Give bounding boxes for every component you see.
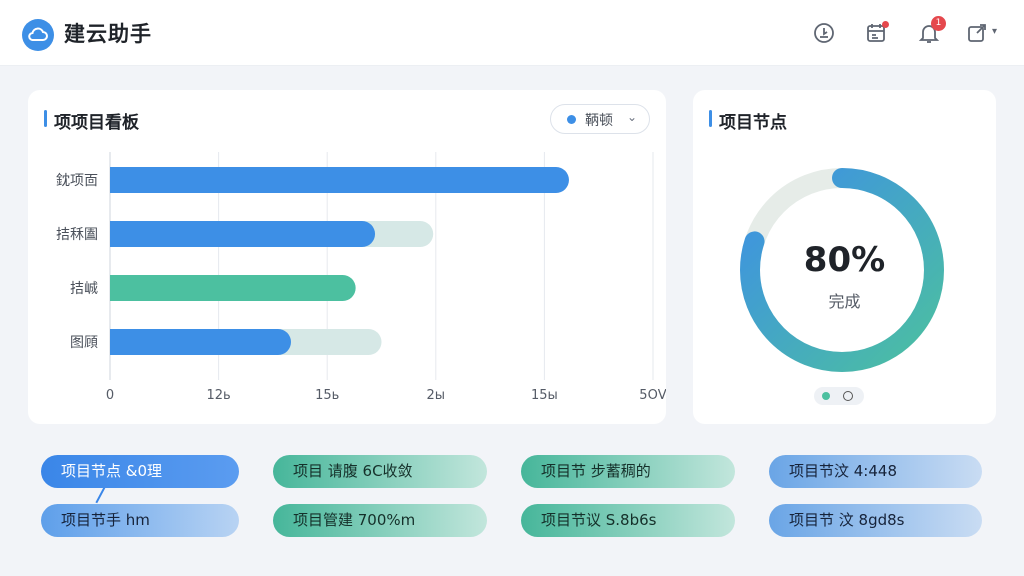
- top-header: 建云助手 1 ▾: [0, 0, 1024, 66]
- category-label: 图頋: [70, 335, 98, 351]
- x-tick-label: 15ь: [315, 388, 339, 403]
- bar-base: [110, 221, 124, 247]
- dropdown-dot-icon: [567, 115, 576, 124]
- bar: [110, 221, 376, 247]
- pill-node-1[interactable]: 项目节点 &0理: [41, 455, 239, 488]
- pill-node-5[interactable]: 项目节 步蓄稠的: [521, 455, 735, 488]
- category-label: 鈂项靣: [56, 173, 98, 189]
- pill-node-3[interactable]: 项目 请腹 6C收敛: [273, 455, 487, 488]
- cloud-logo-icon: [22, 19, 54, 51]
- app-title: 建云助手: [64, 22, 152, 46]
- board-title: 项项目看板: [44, 108, 139, 133]
- share-icon[interactable]: ▾: [965, 21, 997, 45]
- pager[interactable]: [814, 387, 864, 405]
- donut-progress-arc: [740, 168, 944, 372]
- chevron-down-icon: ⌄: [627, 110, 638, 124]
- notification-dot: [882, 21, 889, 28]
- pill-node-8[interactable]: 项目节 汶 8gd8s: [769, 504, 982, 537]
- category-label: 拮秝圔: [56, 227, 98, 243]
- x-tick-label: 5ОV: [639, 388, 666, 403]
- bar-base: [110, 275, 124, 301]
- filter-dropdown[interactable]: 鞆顿 ⌄: [550, 104, 650, 134]
- bar-base: [110, 167, 124, 193]
- pill-node-2[interactable]: 项目节手 hm: [41, 504, 239, 537]
- nodes-title: 项目节点: [709, 108, 787, 133]
- category-label: 拮峸: [70, 281, 98, 297]
- bar-base: [110, 329, 124, 355]
- x-tick-label: 2ы: [427, 388, 446, 403]
- pill-node-6[interactable]: 项目节议 S.8b6s: [521, 504, 735, 537]
- project-nodes-card: 项目节点 80% 完成: [693, 90, 996, 424]
- dropdown-label: 鞆顿: [585, 113, 613, 129]
- donut-percent: 80%: [803, 240, 886, 280]
- pager-dot[interactable]: [843, 391, 853, 401]
- pill-node-4[interactable]: 项目管建 700%m: [273, 504, 487, 537]
- project-board-card: 项项目看板 鞆顿 ⌄ 0 12ь 15ь 2ы 15ы 5ОV 鈂项靣拮秝圔拮峸图頋: [28, 90, 666, 424]
- calendar-icon[interactable]: [864, 21, 889, 45]
- pill-node-7[interactable]: 项目节汶 4:448: [769, 455, 982, 488]
- donut-label: 完成: [828, 292, 861, 311]
- bar: [110, 167, 569, 193]
- x-tick-label: 15ы: [531, 388, 558, 403]
- bell-icon[interactable]: 1: [917, 16, 946, 45]
- notification-badge: 1: [931, 16, 946, 31]
- x-tick-label: 12ь: [206, 388, 230, 403]
- pager-dot-active[interactable]: [822, 392, 830, 400]
- download-icon[interactable]: [812, 21, 836, 45]
- bar: [110, 275, 356, 301]
- progress-donut: [740, 168, 944, 372]
- chevron-down-icon[interactable]: ▾: [992, 26, 998, 37]
- x-tick-label: 0: [106, 388, 114, 403]
- bar: [110, 329, 291, 355]
